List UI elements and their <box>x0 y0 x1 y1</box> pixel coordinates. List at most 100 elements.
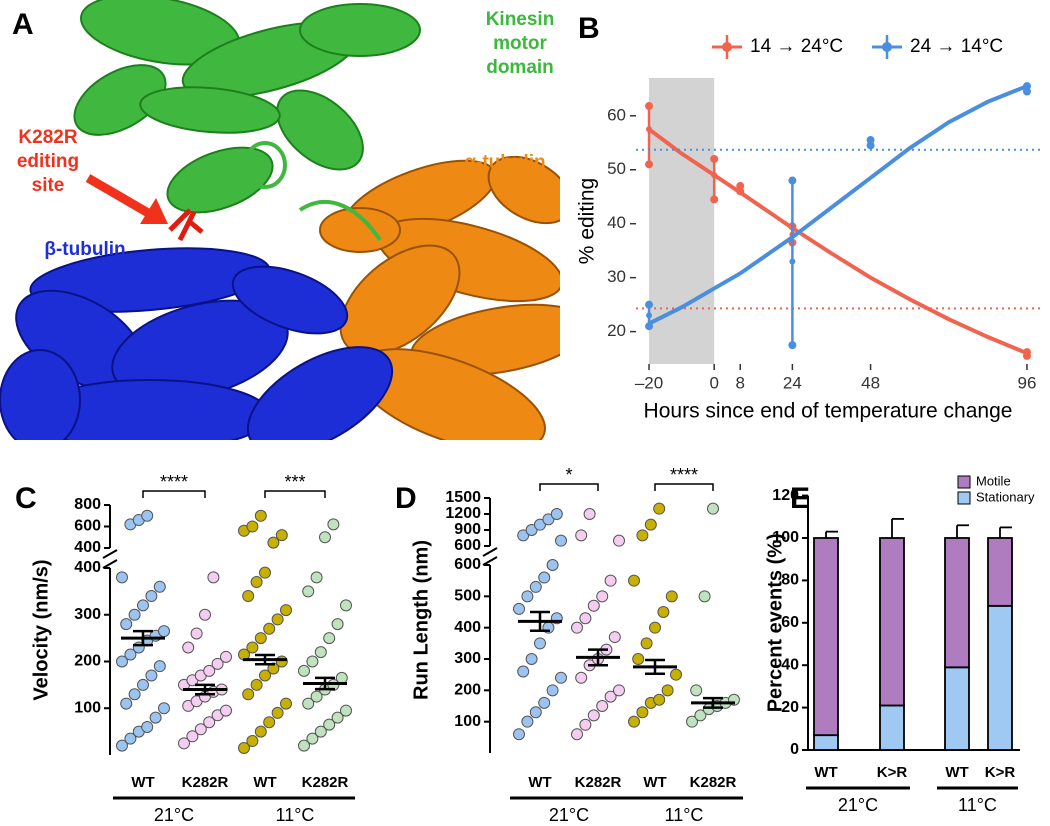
data-point <box>158 702 170 715</box>
data-point <box>665 590 678 603</box>
data-point <box>546 684 559 697</box>
data-point <box>571 728 583 741</box>
x-tick-label: 8 <box>736 373 745 392</box>
data-point <box>250 678 263 691</box>
data-point <box>128 688 141 701</box>
data-point <box>636 706 649 719</box>
data-point <box>190 627 203 640</box>
data-point <box>306 732 319 745</box>
data-point <box>271 706 284 719</box>
data-point <box>137 678 149 691</box>
alpha-label: α-tubulin <box>464 152 545 173</box>
data-point <box>259 566 271 579</box>
kinesin-label: domain <box>486 57 554 78</box>
y-tick-label: 100 <box>74 699 101 716</box>
legend-label: Motile <box>976 473 1011 488</box>
data-point <box>707 502 719 515</box>
fit-curve <box>648 84 1028 326</box>
bar <box>987 537 1013 607</box>
data-point <box>203 664 216 677</box>
category-label: K282R <box>182 774 229 791</box>
y-tick-label: 600 <box>454 537 481 554</box>
data-point <box>538 571 551 584</box>
data-point <box>587 599 600 612</box>
data-point <box>529 580 542 593</box>
x-tick-label: 24 <box>783 373 802 392</box>
y-tick-label: 60 <box>781 614 799 631</box>
data-point <box>670 668 682 681</box>
category-label: K282R <box>575 774 622 791</box>
data-point <box>636 529 649 542</box>
y-tick-label: 20 <box>781 699 799 716</box>
data-point <box>534 637 546 650</box>
mean-point <box>1023 350 1030 357</box>
data-point <box>302 697 315 710</box>
data-point <box>203 716 216 729</box>
y-tick-label: 30 <box>607 267 626 286</box>
data-point <box>263 716 276 729</box>
y-tick-label: 1200 <box>445 505 481 522</box>
panel-label: A <box>12 8 34 41</box>
legend-swatch <box>722 42 732 52</box>
data-point <box>116 571 128 584</box>
y-tick-label: 80 <box>781 572 799 589</box>
data-point <box>145 590 158 603</box>
data-point <box>220 704 232 717</box>
legend-swatch <box>882 42 892 52</box>
data-point <box>153 580 166 593</box>
data-point <box>575 671 588 684</box>
significance-bracket <box>264 490 326 498</box>
data-point <box>298 664 310 677</box>
y-tick-label: 40 <box>607 213 626 232</box>
data-point <box>513 602 525 615</box>
fit-curve <box>647 127 1028 356</box>
data-point <box>331 618 344 631</box>
legend-label: 24 → 14°C <box>910 36 1003 57</box>
y-tick-label: 800 <box>74 496 101 513</box>
y-tick-label: 200 <box>74 653 101 670</box>
legend-label: Stationary <box>976 489 1035 504</box>
x-tick-label: 96 <box>1018 373 1037 392</box>
replicate-point <box>788 176 797 185</box>
data-point <box>538 696 551 709</box>
data-point <box>137 599 149 612</box>
mean-point <box>711 172 718 179</box>
replicate-point <box>645 300 654 309</box>
data-point <box>306 655 319 668</box>
data-point <box>323 632 336 645</box>
x-tick-label: 0 <box>709 373 718 392</box>
category-label: WT <box>814 764 837 781</box>
data-point <box>158 625 170 638</box>
data-point <box>116 739 128 752</box>
bar <box>944 537 970 669</box>
bar <box>879 537 905 707</box>
axis-break <box>102 559 118 569</box>
group-label: 21°C <box>838 795 878 815</box>
group-label: 11°C <box>665 805 704 821</box>
data-point <box>517 529 530 542</box>
y-tick-label: 40 <box>781 656 799 673</box>
data-point <box>690 684 703 697</box>
site-label: site <box>32 175 65 196</box>
data-point <box>267 662 280 675</box>
data-point <box>141 509 154 522</box>
panel-label: E <box>790 482 810 515</box>
y-tick-label: 0 <box>790 741 799 758</box>
mean-point <box>1023 85 1030 92</box>
shaded-region <box>649 78 715 364</box>
data-point <box>246 641 259 654</box>
data-point <box>207 571 220 584</box>
panel-label: C <box>15 482 37 515</box>
data-point <box>280 604 292 617</box>
y-tick-label: 100 <box>454 713 481 730</box>
data-point <box>632 653 645 665</box>
data-point <box>644 518 657 531</box>
legend-swatch <box>957 475 971 489</box>
x-tick-label: 48 <box>861 373 880 392</box>
data-point <box>525 524 538 536</box>
data-point <box>653 502 666 515</box>
y-tick-label: 200 <box>454 682 481 699</box>
data-point <box>149 711 162 724</box>
bar <box>813 734 839 751</box>
data-point <box>521 590 534 603</box>
